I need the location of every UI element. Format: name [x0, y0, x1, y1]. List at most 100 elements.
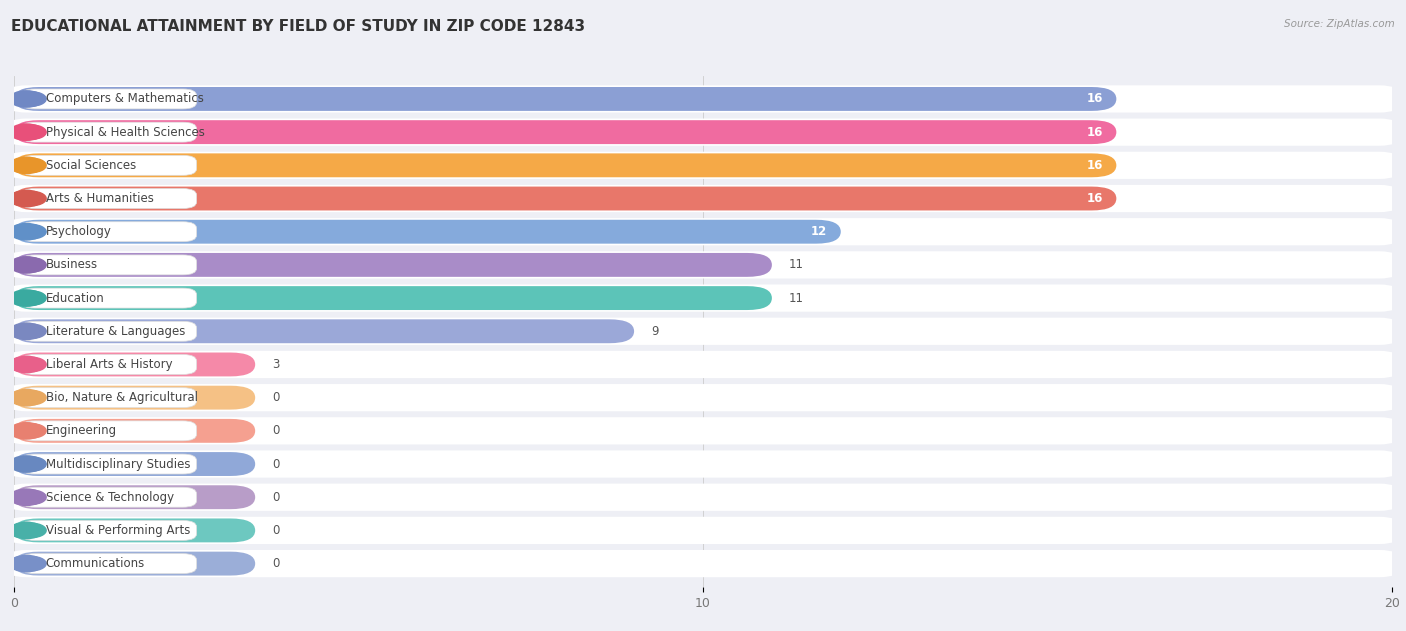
- FancyBboxPatch shape: [21, 221, 197, 242]
- Circle shape: [10, 91, 44, 107]
- Circle shape: [17, 523, 46, 538]
- FancyBboxPatch shape: [6, 151, 1400, 179]
- Text: Arts & Humanities: Arts & Humanities: [46, 192, 153, 205]
- Text: 16: 16: [1087, 93, 1102, 105]
- Circle shape: [10, 555, 44, 572]
- Text: 9: 9: [651, 325, 659, 338]
- Circle shape: [10, 124, 44, 140]
- FancyBboxPatch shape: [6, 218, 1400, 245]
- FancyBboxPatch shape: [14, 153, 1116, 177]
- FancyBboxPatch shape: [21, 421, 197, 441]
- Text: Education: Education: [46, 292, 104, 305]
- Text: Bio, Nature & Agricultural: Bio, Nature & Agricultural: [46, 391, 198, 404]
- Text: Source: ZipAtlas.com: Source: ZipAtlas.com: [1284, 19, 1395, 29]
- FancyBboxPatch shape: [6, 417, 1400, 444]
- Text: Liberal Arts & History: Liberal Arts & History: [46, 358, 173, 371]
- Text: 0: 0: [273, 557, 280, 570]
- Text: 0: 0: [273, 491, 280, 504]
- Text: Social Sciences: Social Sciences: [46, 159, 136, 172]
- Circle shape: [10, 191, 44, 207]
- FancyBboxPatch shape: [14, 551, 256, 575]
- Circle shape: [17, 423, 46, 438]
- Text: Science & Technology: Science & Technology: [46, 491, 174, 504]
- Circle shape: [10, 223, 44, 240]
- FancyBboxPatch shape: [14, 485, 256, 509]
- Circle shape: [10, 257, 44, 273]
- FancyBboxPatch shape: [6, 451, 1400, 478]
- Circle shape: [10, 323, 44, 339]
- Text: Computers & Mathematics: Computers & Mathematics: [46, 93, 204, 105]
- Text: 11: 11: [789, 292, 804, 305]
- Text: Business: Business: [46, 259, 98, 271]
- FancyBboxPatch shape: [6, 384, 1400, 411]
- Circle shape: [17, 125, 46, 139]
- FancyBboxPatch shape: [14, 419, 256, 443]
- Circle shape: [17, 257, 46, 272]
- Circle shape: [17, 324, 46, 338]
- Text: 11: 11: [789, 259, 804, 271]
- FancyBboxPatch shape: [6, 550, 1400, 577]
- FancyBboxPatch shape: [21, 387, 197, 408]
- Circle shape: [10, 357, 44, 373]
- Circle shape: [17, 490, 46, 504]
- Circle shape: [10, 157, 44, 174]
- Circle shape: [17, 158, 46, 172]
- FancyBboxPatch shape: [21, 155, 197, 175]
- FancyBboxPatch shape: [21, 553, 197, 574]
- FancyBboxPatch shape: [6, 351, 1400, 378]
- Text: 0: 0: [273, 424, 280, 437]
- FancyBboxPatch shape: [21, 454, 197, 474]
- Text: Communications: Communications: [46, 557, 145, 570]
- FancyBboxPatch shape: [14, 220, 841, 244]
- Circle shape: [10, 489, 44, 505]
- Text: Visual & Performing Arts: Visual & Performing Arts: [46, 524, 190, 537]
- FancyBboxPatch shape: [21, 355, 197, 374]
- Text: 0: 0: [273, 457, 280, 471]
- Text: 0: 0: [273, 391, 280, 404]
- FancyBboxPatch shape: [21, 487, 197, 507]
- Circle shape: [17, 391, 46, 405]
- Circle shape: [10, 522, 44, 539]
- Circle shape: [17, 457, 46, 471]
- FancyBboxPatch shape: [14, 253, 772, 277]
- Circle shape: [17, 291, 46, 305]
- Text: 3: 3: [273, 358, 280, 371]
- Circle shape: [17, 357, 46, 372]
- Circle shape: [17, 191, 46, 206]
- Circle shape: [17, 225, 46, 239]
- Text: Multidisciplinary Studies: Multidisciplinary Studies: [46, 457, 190, 471]
- FancyBboxPatch shape: [14, 452, 256, 476]
- Text: Literature & Languages: Literature & Languages: [46, 325, 186, 338]
- FancyBboxPatch shape: [21, 122, 197, 142]
- FancyBboxPatch shape: [21, 189, 197, 208]
- Text: 0: 0: [273, 524, 280, 537]
- Text: Psychology: Psychology: [46, 225, 111, 239]
- Text: 16: 16: [1087, 159, 1102, 172]
- Text: Engineering: Engineering: [46, 424, 117, 437]
- Circle shape: [17, 91, 46, 106]
- FancyBboxPatch shape: [14, 120, 1116, 144]
- Circle shape: [10, 290, 44, 306]
- Text: 12: 12: [811, 225, 827, 239]
- FancyBboxPatch shape: [6, 317, 1400, 345]
- FancyBboxPatch shape: [14, 187, 1116, 211]
- Text: 16: 16: [1087, 192, 1102, 205]
- FancyBboxPatch shape: [6, 483, 1400, 511]
- FancyBboxPatch shape: [14, 87, 1116, 111]
- Circle shape: [17, 557, 46, 571]
- FancyBboxPatch shape: [6, 185, 1400, 212]
- FancyBboxPatch shape: [14, 286, 772, 310]
- FancyBboxPatch shape: [6, 251, 1400, 278]
- FancyBboxPatch shape: [14, 519, 256, 543]
- Text: EDUCATIONAL ATTAINMENT BY FIELD OF STUDY IN ZIP CODE 12843: EDUCATIONAL ATTAINMENT BY FIELD OF STUDY…: [11, 19, 585, 34]
- Circle shape: [10, 456, 44, 472]
- Text: Physical & Health Sciences: Physical & Health Sciences: [46, 126, 205, 139]
- FancyBboxPatch shape: [6, 517, 1400, 544]
- FancyBboxPatch shape: [6, 85, 1400, 112]
- FancyBboxPatch shape: [14, 386, 256, 410]
- Circle shape: [10, 389, 44, 406]
- FancyBboxPatch shape: [14, 319, 634, 343]
- FancyBboxPatch shape: [21, 288, 197, 308]
- FancyBboxPatch shape: [6, 119, 1400, 146]
- FancyBboxPatch shape: [21, 321, 197, 341]
